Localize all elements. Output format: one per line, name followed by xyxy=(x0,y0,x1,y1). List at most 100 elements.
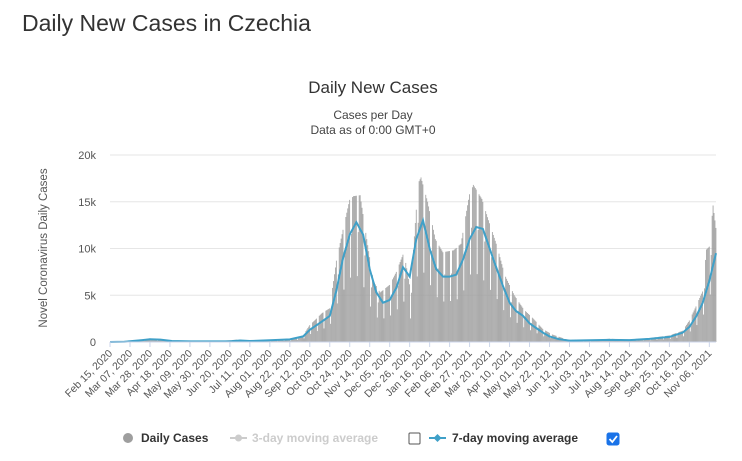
daily-bar xyxy=(467,205,469,342)
daily-bar xyxy=(494,240,496,342)
daily-bar xyxy=(649,340,651,342)
daily-bar xyxy=(457,270,459,342)
daily-bar xyxy=(669,338,671,342)
ma7-checkbox[interactable] xyxy=(606,432,620,446)
daily-bar xyxy=(603,340,605,342)
daily-bar xyxy=(714,220,716,342)
daily-bar xyxy=(647,338,649,342)
daily-bar xyxy=(310,334,312,342)
daily-bar xyxy=(370,306,371,342)
daily-bar xyxy=(694,308,696,342)
daily-bar xyxy=(365,232,367,342)
daily-bar xyxy=(428,206,430,342)
daily-bar xyxy=(324,318,326,342)
daily-bar xyxy=(378,290,380,342)
daily-bar xyxy=(393,275,395,342)
daily-bar xyxy=(327,309,329,342)
ma7-line xyxy=(109,216,717,343)
daily-bar xyxy=(281,339,283,342)
daily-bar xyxy=(498,253,500,342)
daily-bar xyxy=(374,284,376,342)
daily-bar xyxy=(453,249,455,342)
daily-bar xyxy=(346,212,348,342)
daily-bar xyxy=(454,248,456,342)
daily-bar xyxy=(537,328,539,342)
daily-bar xyxy=(432,229,434,342)
daily-bar xyxy=(366,239,368,342)
daily-bar xyxy=(320,313,322,342)
daily-bar xyxy=(164,340,166,342)
daily-bar xyxy=(486,214,488,342)
daily-bar xyxy=(418,181,420,342)
daily-bar xyxy=(158,339,159,342)
daily-bar xyxy=(532,318,534,343)
daily-bar xyxy=(332,287,333,342)
daily-bar xyxy=(474,188,476,342)
daily-bar xyxy=(389,284,391,342)
daily-bar xyxy=(329,308,331,342)
daily-bar xyxy=(496,299,498,342)
daily-bar xyxy=(450,301,451,342)
daily-bar xyxy=(528,313,529,342)
daily-bar xyxy=(434,239,436,342)
daily-bar xyxy=(475,189,477,342)
daily-bar xyxy=(283,340,285,342)
daily-bar xyxy=(689,331,691,342)
daily-bar xyxy=(328,308,330,342)
daily-bar xyxy=(423,272,425,342)
daily-bar xyxy=(391,296,392,342)
daily-bar xyxy=(522,307,524,342)
daily-bar xyxy=(408,278,410,342)
daily-bar xyxy=(383,318,385,342)
daily-bar xyxy=(155,338,156,342)
daily-bar xyxy=(681,331,683,342)
page-title: Daily New Cases in Czechia xyxy=(22,10,311,36)
daily-bar xyxy=(402,254,404,342)
ma3-checkbox-box xyxy=(408,432,421,445)
daily-bar xyxy=(325,310,327,342)
daily-bar xyxy=(707,247,709,342)
daily-bar xyxy=(414,223,416,342)
daily-bar xyxy=(468,199,469,342)
daily-bar xyxy=(341,234,343,342)
chart-subtitle: Cases per Day xyxy=(333,108,412,122)
daily-bar xyxy=(356,276,358,342)
daily-bar xyxy=(430,285,431,342)
ma3-checkbox[interactable] xyxy=(408,432,421,445)
legend-item-ma3[interactable]: 3-day moving average xyxy=(230,431,378,445)
daily-bar xyxy=(436,297,438,342)
daily-bar xyxy=(380,291,382,342)
daily-bar xyxy=(547,331,548,342)
daily-bar xyxy=(482,201,484,342)
daily-bar xyxy=(550,335,552,342)
daily-bar xyxy=(390,315,391,342)
y-tick-label: 0 xyxy=(90,337,96,349)
daily-bar xyxy=(664,337,665,342)
daily-bar xyxy=(523,327,525,342)
legend-item-daily[interactable]: Daily Cases xyxy=(123,431,209,445)
daily-bar xyxy=(713,212,715,342)
daily-bar xyxy=(686,324,687,342)
legend-ma3-marker xyxy=(235,434,242,442)
daily-bar xyxy=(662,336,664,342)
daily-bar xyxy=(682,330,684,342)
daily-bar xyxy=(703,314,704,342)
legend: Daily Cases 3-day moving average 7-day m… xyxy=(123,431,620,446)
daily-bar xyxy=(473,186,475,342)
daily-bar xyxy=(326,310,328,342)
daily-bar xyxy=(401,257,403,342)
daily-bar xyxy=(673,333,675,342)
daily-bar xyxy=(317,323,319,342)
legend-item-ma7[interactable]: 7-day moving average xyxy=(429,431,578,445)
daily-bar xyxy=(395,271,397,343)
daily-bar xyxy=(712,205,714,342)
daily-bar xyxy=(432,225,433,343)
daily-bar xyxy=(336,303,338,342)
daily-bar xyxy=(367,245,369,342)
daily-bar xyxy=(157,340,158,342)
daily-bar xyxy=(308,326,310,342)
daily-bar xyxy=(536,333,538,342)
daily-bar xyxy=(421,180,423,342)
daily-bar xyxy=(461,238,463,342)
daily-bar xyxy=(519,303,521,342)
